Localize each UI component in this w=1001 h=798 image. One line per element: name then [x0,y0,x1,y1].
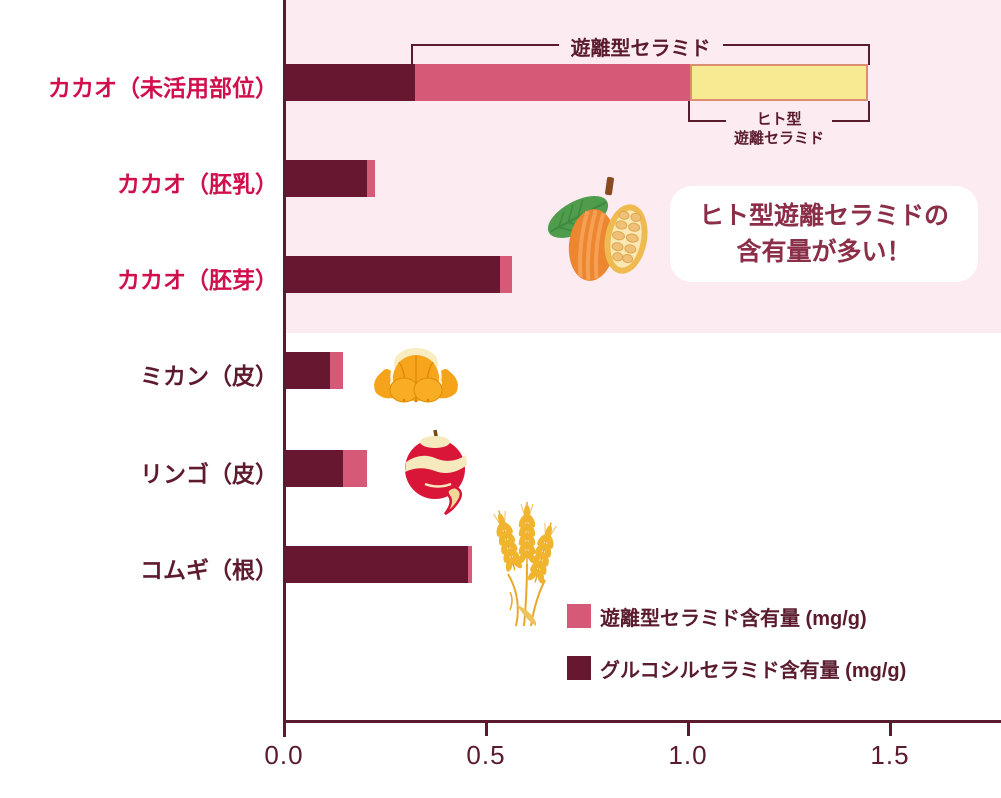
category-label: ミカン（皮） [140,362,278,389]
category-label: コムギ（根） [140,556,278,583]
x-tick-label: 1.5 [870,740,910,770]
category-label: カカオ（胚乳） [117,170,278,197]
callout-box: ヒト型遊離セラミドの 含有量が多い！ [670,186,978,282]
category-label: カカオ（未活用部位） [48,74,278,101]
human-type-bracket-label: ヒト型 遊離セラミド [725,110,833,148]
category-label: リンゴ（皮） [140,460,278,487]
bar [286,256,513,293]
bar-segment [286,450,343,487]
bar [286,64,868,101]
bar-segment [366,160,375,197]
bar [286,352,343,389]
x-tick [889,721,892,736]
cacao-icon [547,176,648,281]
bar-segment [286,256,501,293]
callout-text-line1: ヒト型遊離セラミドの [698,202,949,230]
category-label: カカオ（胚芽） [117,266,278,293]
x-tick-label: 1.0 [668,740,708,770]
human-type-bracket: ヒト型 遊離セラミド [688,101,870,148]
x-tick [485,721,488,736]
bar-segment [330,352,343,389]
bar-segment [286,352,331,389]
bar-segment [286,160,367,197]
mandarin-icon [374,348,458,403]
legend-swatch-glucosylceramide [567,656,591,680]
legend: 遊離型セラミド含有量 (mg/g) グルコシルセラミド含有量 (mg/g) [567,603,906,707]
x-tick-label: 0.0 [264,740,304,770]
bar-segment [689,64,868,101]
x-axis-line [283,720,1001,723]
apple-icon [405,429,467,516]
x-tick [687,721,690,736]
bar [286,160,375,197]
x-tick-label: 0.5 [466,740,506,770]
y-axis-line [283,0,286,737]
legend-label-free-ceramide: 遊離型セラミド含有量 (mg/g) [600,607,867,630]
free-ceramide-bracket-label: 遊離型セラミド [558,32,723,61]
bar-segment [467,546,472,583]
x-tick [283,721,286,736]
bar-segment [500,256,513,293]
bar-segment [415,64,690,101]
free-ceramide-bracket: 遊離型セラミド [411,32,870,65]
legend-item-glucosylceramide: グルコシルセラミド含有量 (mg/g) [567,655,907,682]
wheat-icon [488,501,562,627]
legend-swatch-free-ceramide [567,604,591,628]
legend-item-free-ceramide: 遊離型セラミド含有量 (mg/g) [567,603,906,630]
legend-label-glucosylceramide: グルコシルセラミド含有量 (mg/g) [600,659,907,682]
bar-segment [286,546,468,583]
callout-text-line2: 含有量が多い！ [736,238,912,266]
bar [286,546,472,583]
bar-segment [286,64,416,101]
bar-segment [342,450,367,487]
bar [286,450,367,487]
